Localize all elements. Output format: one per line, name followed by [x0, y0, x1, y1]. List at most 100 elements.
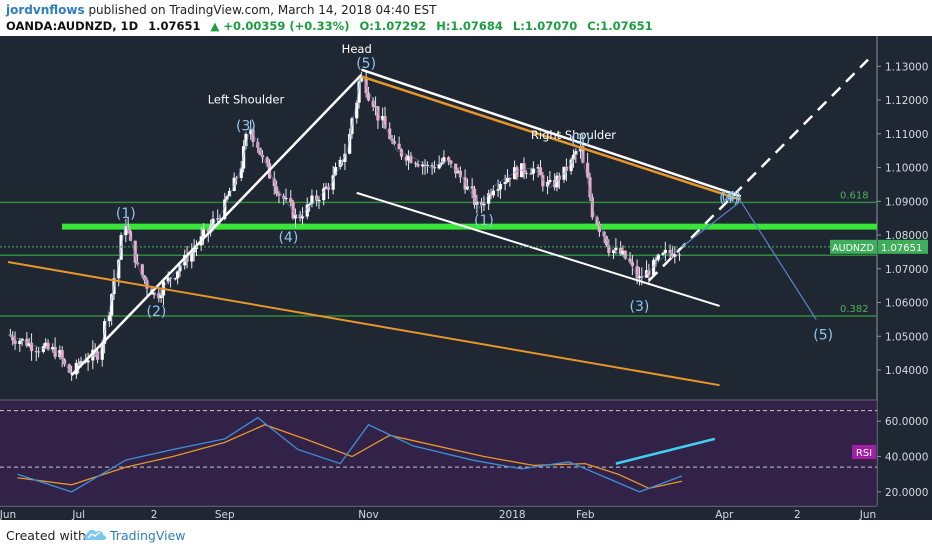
candle-body [661, 253, 665, 255]
candle-body [326, 186, 331, 190]
candle-body [383, 116, 387, 129]
candle-body [183, 255, 187, 266]
candle-body [449, 160, 453, 164]
candle-body [472, 188, 477, 205]
wave-annotation: (2) [147, 304, 167, 320]
rsi-panel-bg [0, 400, 877, 506]
candle-body [414, 162, 418, 164]
candle-body [529, 173, 533, 175]
time-tick-label: Apr [715, 509, 734, 520]
candle-body [192, 248, 196, 253]
last-price-badge [878, 239, 928, 254]
candle-body [133, 240, 137, 263]
candle-body [166, 277, 170, 282]
candle-body [470, 186, 474, 189]
candle-body [635, 266, 639, 279]
time-tick-label: Jun [0, 509, 16, 520]
candle-body [607, 245, 611, 254]
candle-body [176, 271, 180, 279]
candle-body [512, 167, 517, 180]
candle-body [670, 253, 675, 257]
time-tick-label: Feb [576, 509, 595, 520]
candle-body [541, 175, 545, 187]
candle-body [190, 252, 194, 262]
candle-body [67, 364, 71, 373]
candle-body [322, 188, 326, 201]
rsi-fast-line [17, 416, 683, 493]
candle-body [13, 340, 17, 344]
candle-body [409, 155, 413, 163]
candle-body [404, 156, 408, 161]
candle-body [376, 106, 380, 121]
price-tick-label: 1.11000 [885, 129, 928, 141]
fib-level-label: 0.382 [840, 304, 869, 315]
candle-body [18, 340, 22, 344]
candle-body [611, 250, 616, 254]
chart-area[interactable]: 1.13000 1.12000 1.11000 1.10000 1.09000 1.080… [0, 36, 932, 520]
candle-body [315, 195, 319, 201]
candle-body [317, 200, 321, 202]
candle-body [496, 189, 500, 191]
candle-body [656, 254, 660, 260]
candle-body [366, 93, 371, 101]
chart-canvas[interactable]: 1.13000 1.12000 1.11000 1.10000 1.09000 1.080… [0, 36, 932, 520]
wave-annotation: (5) [356, 56, 376, 72]
candle-body [647, 270, 651, 276]
candle-body [397, 143, 401, 150]
candle-body [640, 276, 644, 278]
wave-annotation: (5) [813, 328, 833, 344]
candle-body [555, 175, 559, 188]
candle-body [442, 157, 446, 163]
tradingview-cloud-icon[interactable] [84, 527, 106, 543]
rsi-label: RSI [856, 448, 872, 459]
candle-body [51, 346, 55, 350]
tradingview-brand[interactable]: TradingView [110, 528, 186, 543]
close-value: C:1.07651 [587, 19, 653, 33]
wave-annotation: (1) [474, 213, 494, 229]
candle-body [157, 292, 161, 299]
rsi-label-bg [852, 445, 876, 459]
candle-body [454, 163, 458, 174]
candle-body [623, 250, 627, 259]
wave-annotation: (3) [571, 132, 591, 148]
wave-annotation: (4) [719, 191, 739, 207]
candle-body [663, 249, 667, 254]
candle-body [291, 202, 295, 219]
candle-body [437, 164, 441, 169]
candle-body [482, 203, 486, 206]
author-link[interactable]: jordvnflows [6, 3, 85, 17]
rsi-slow-line [17, 424, 682, 490]
candle-body [145, 280, 149, 289]
candle-body [553, 180, 557, 188]
candle-body [588, 177, 592, 198]
candle-body [505, 177, 510, 182]
publish-line: jordvnflows published on TradingView.com… [6, 3, 436, 17]
candle-body [489, 193, 493, 196]
candle-body [201, 229, 206, 237]
candle-body [272, 178, 276, 187]
candle-body [234, 177, 239, 179]
candle-body [371, 100, 375, 107]
candle-body [140, 264, 144, 276]
candle-body [355, 102, 359, 119]
candle-body [597, 224, 601, 232]
candle-body [432, 166, 437, 169]
candle-body [621, 250, 625, 255]
fib-level-label: 0.618 [840, 190, 869, 201]
rsi-tick-label: 40.0000 [885, 452, 928, 464]
candle-body [95, 351, 100, 360]
candle-body [324, 186, 328, 189]
high-value: H:1.07684 [436, 19, 503, 33]
candle-body [392, 141, 397, 144]
candle-body [124, 226, 128, 236]
candle-body [62, 359, 67, 365]
symbol-line: OANDA:AUDNZD, 1D 1.07651 ▲ +0.00359 (+0.… [6, 19, 659, 33]
wave-annotation: (1) [116, 206, 136, 222]
candle-body [668, 249, 672, 254]
candle-body [465, 186, 470, 190]
candle-body [479, 201, 484, 206]
open-value: O:1.07292 [359, 19, 427, 33]
candle-body [117, 259, 121, 279]
candle-body [305, 204, 309, 217]
candle-body [637, 276, 642, 279]
